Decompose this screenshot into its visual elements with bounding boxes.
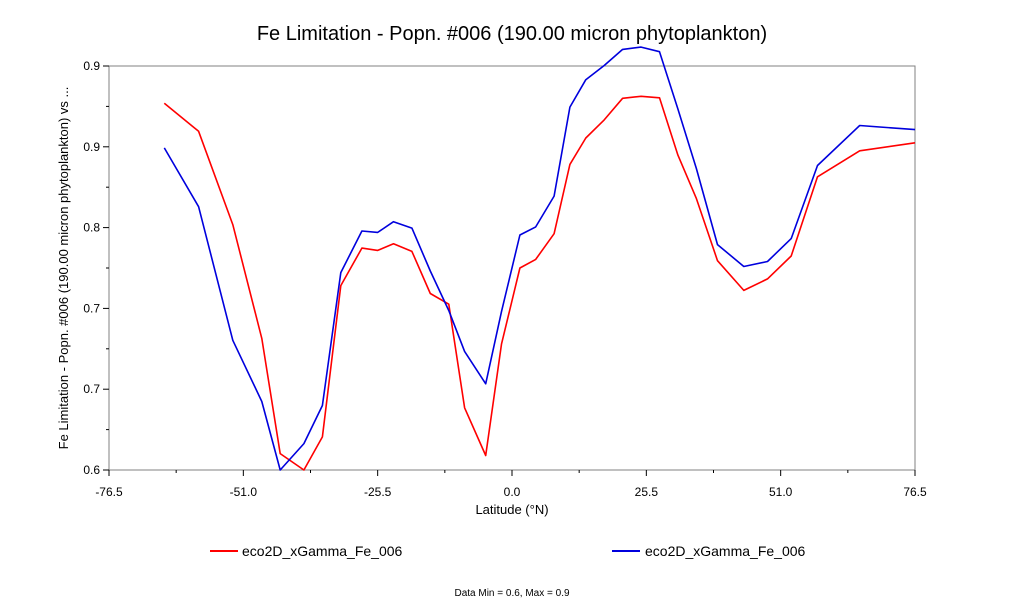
x-tick-label: 51.0 — [769, 485, 793, 499]
series-line-2 — [163, 46, 916, 471]
y-tick-label: 0.7 — [83, 301, 100, 315]
x-axis: -76.5 -51.0 -25.5 0.0 25.5 51.0 76.5 — [95, 470, 927, 499]
y-tick-label: 0.7 — [83, 382, 100, 396]
x-axis-label: Latitude (°N) — [475, 502, 548, 517]
x-tick-label: 25.5 — [635, 485, 659, 499]
legend-label-2: eco2D_xGamma_Fe_006 — [645, 543, 806, 559]
data-range-footer: Data Min = 0.6, Max = 0.9 — [454, 588, 569, 599]
y-tick-label: 0.6 — [83, 463, 100, 477]
legend-label-1: eco2D_xGamma_Fe_006 — [242, 543, 403, 559]
series-lines — [163, 46, 916, 471]
y-axis-label: Fe Limitation - Popn. #006 (190.00 micro… — [56, 87, 71, 450]
x-tick-label: -51.0 — [230, 485, 258, 499]
chart-title: Fe Limitation - Popn. #006 (190.00 micro… — [257, 23, 767, 45]
x-tick-label: -25.5 — [364, 485, 392, 499]
y-tick-label: 0.9 — [83, 140, 100, 154]
legend: eco2D_xGamma_Fe_006 eco2D_xGamma_Fe_006 — [210, 543, 806, 559]
y-tick-label: 0.9 — [83, 59, 100, 73]
x-tick-label: 0.0 — [504, 485, 521, 499]
series-line-1 — [163, 95, 916, 471]
y-axis: 0.6 0.7 0.7 0.8 0.9 0.9 — [83, 59, 109, 477]
x-tick-label: -76.5 — [95, 485, 123, 499]
x-tick-label: 76.5 — [903, 485, 927, 499]
y-tick-label: 0.8 — [83, 221, 100, 235]
